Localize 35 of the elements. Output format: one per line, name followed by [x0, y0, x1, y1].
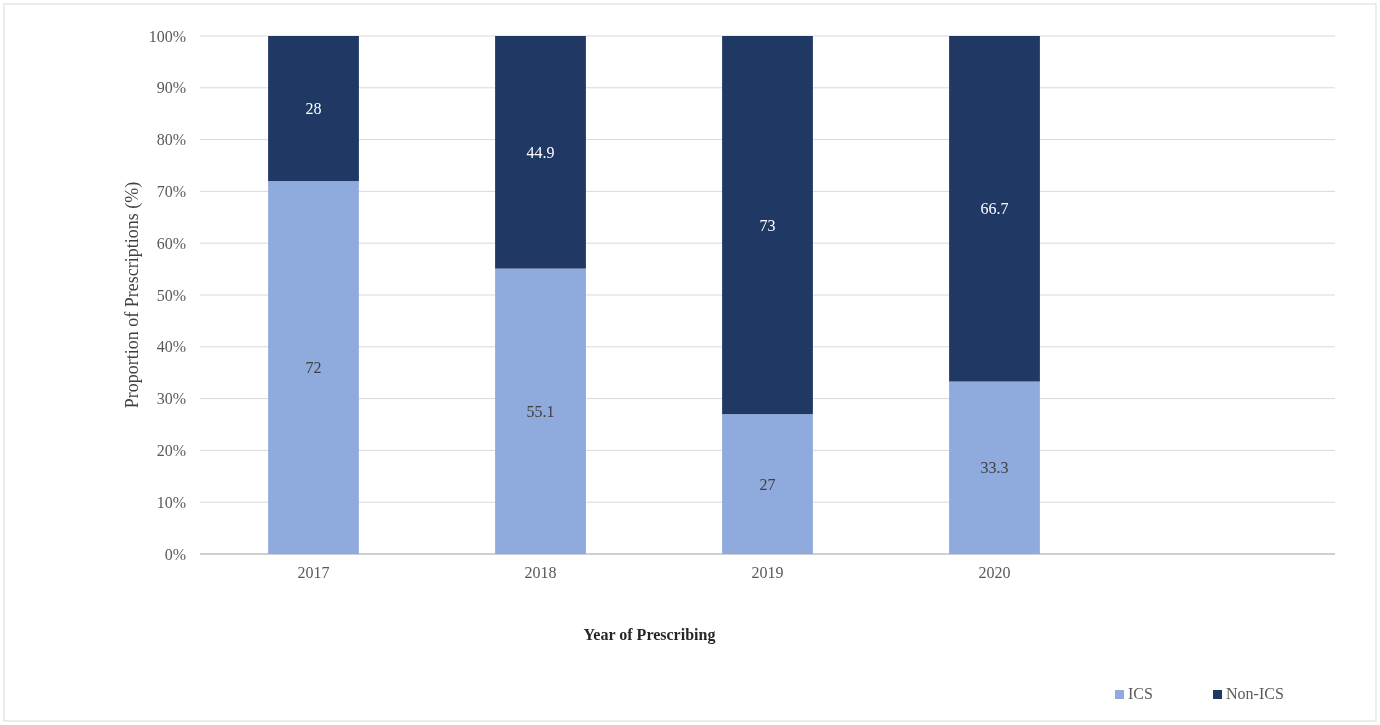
y-tick-label: 100%	[148, 27, 186, 45]
data-label: 44.9	[526, 143, 555, 161]
data-label: 55.1	[526, 402, 555, 420]
bar	[722, 414, 813, 554]
y-tick-label: 80%	[156, 131, 186, 149]
data-label: 33.3	[980, 459, 1009, 477]
y-tick-label: 30%	[156, 390, 186, 408]
bar	[495, 36, 586, 269]
y-tick-label: 10%	[156, 493, 186, 511]
x-tick-label: 2018	[524, 564, 557, 581]
x-axis-title: Year of Prescribing	[583, 626, 716, 644]
bar	[268, 36, 359, 182]
legend-label: ICS	[1128, 685, 1153, 702]
data-label: 73	[759, 216, 776, 234]
x-tick-label: 2019	[751, 564, 784, 581]
y-tick-label: 20%	[156, 442, 186, 459]
y-tick-label: 70%	[156, 183, 186, 200]
y-tick-label: 50%	[156, 286, 186, 304]
data-label: 28	[305, 100, 322, 118]
y-tick-label: 90%	[156, 79, 186, 97]
bar	[722, 36, 813, 415]
x-tick-label: 2020	[978, 564, 1011, 581]
bar	[949, 36, 1040, 382]
y-tick-label: 60%	[156, 234, 186, 252]
data-label: 72	[305, 359, 322, 377]
y-axis-title: Proportion of Prescriptions (%)	[122, 181, 143, 409]
y-tick-label: 0%	[164, 545, 186, 563]
data-label: 27	[759, 475, 776, 493]
bar	[495, 268, 586, 554]
bar	[268, 181, 359, 554]
data-label: 66.7	[980, 200, 1009, 218]
legend-label: Non-ICS	[1226, 685, 1284, 702]
y-tick-label: 40%	[156, 338, 186, 356]
bar	[949, 381, 1040, 554]
x-tick-label: 2017	[297, 564, 330, 581]
